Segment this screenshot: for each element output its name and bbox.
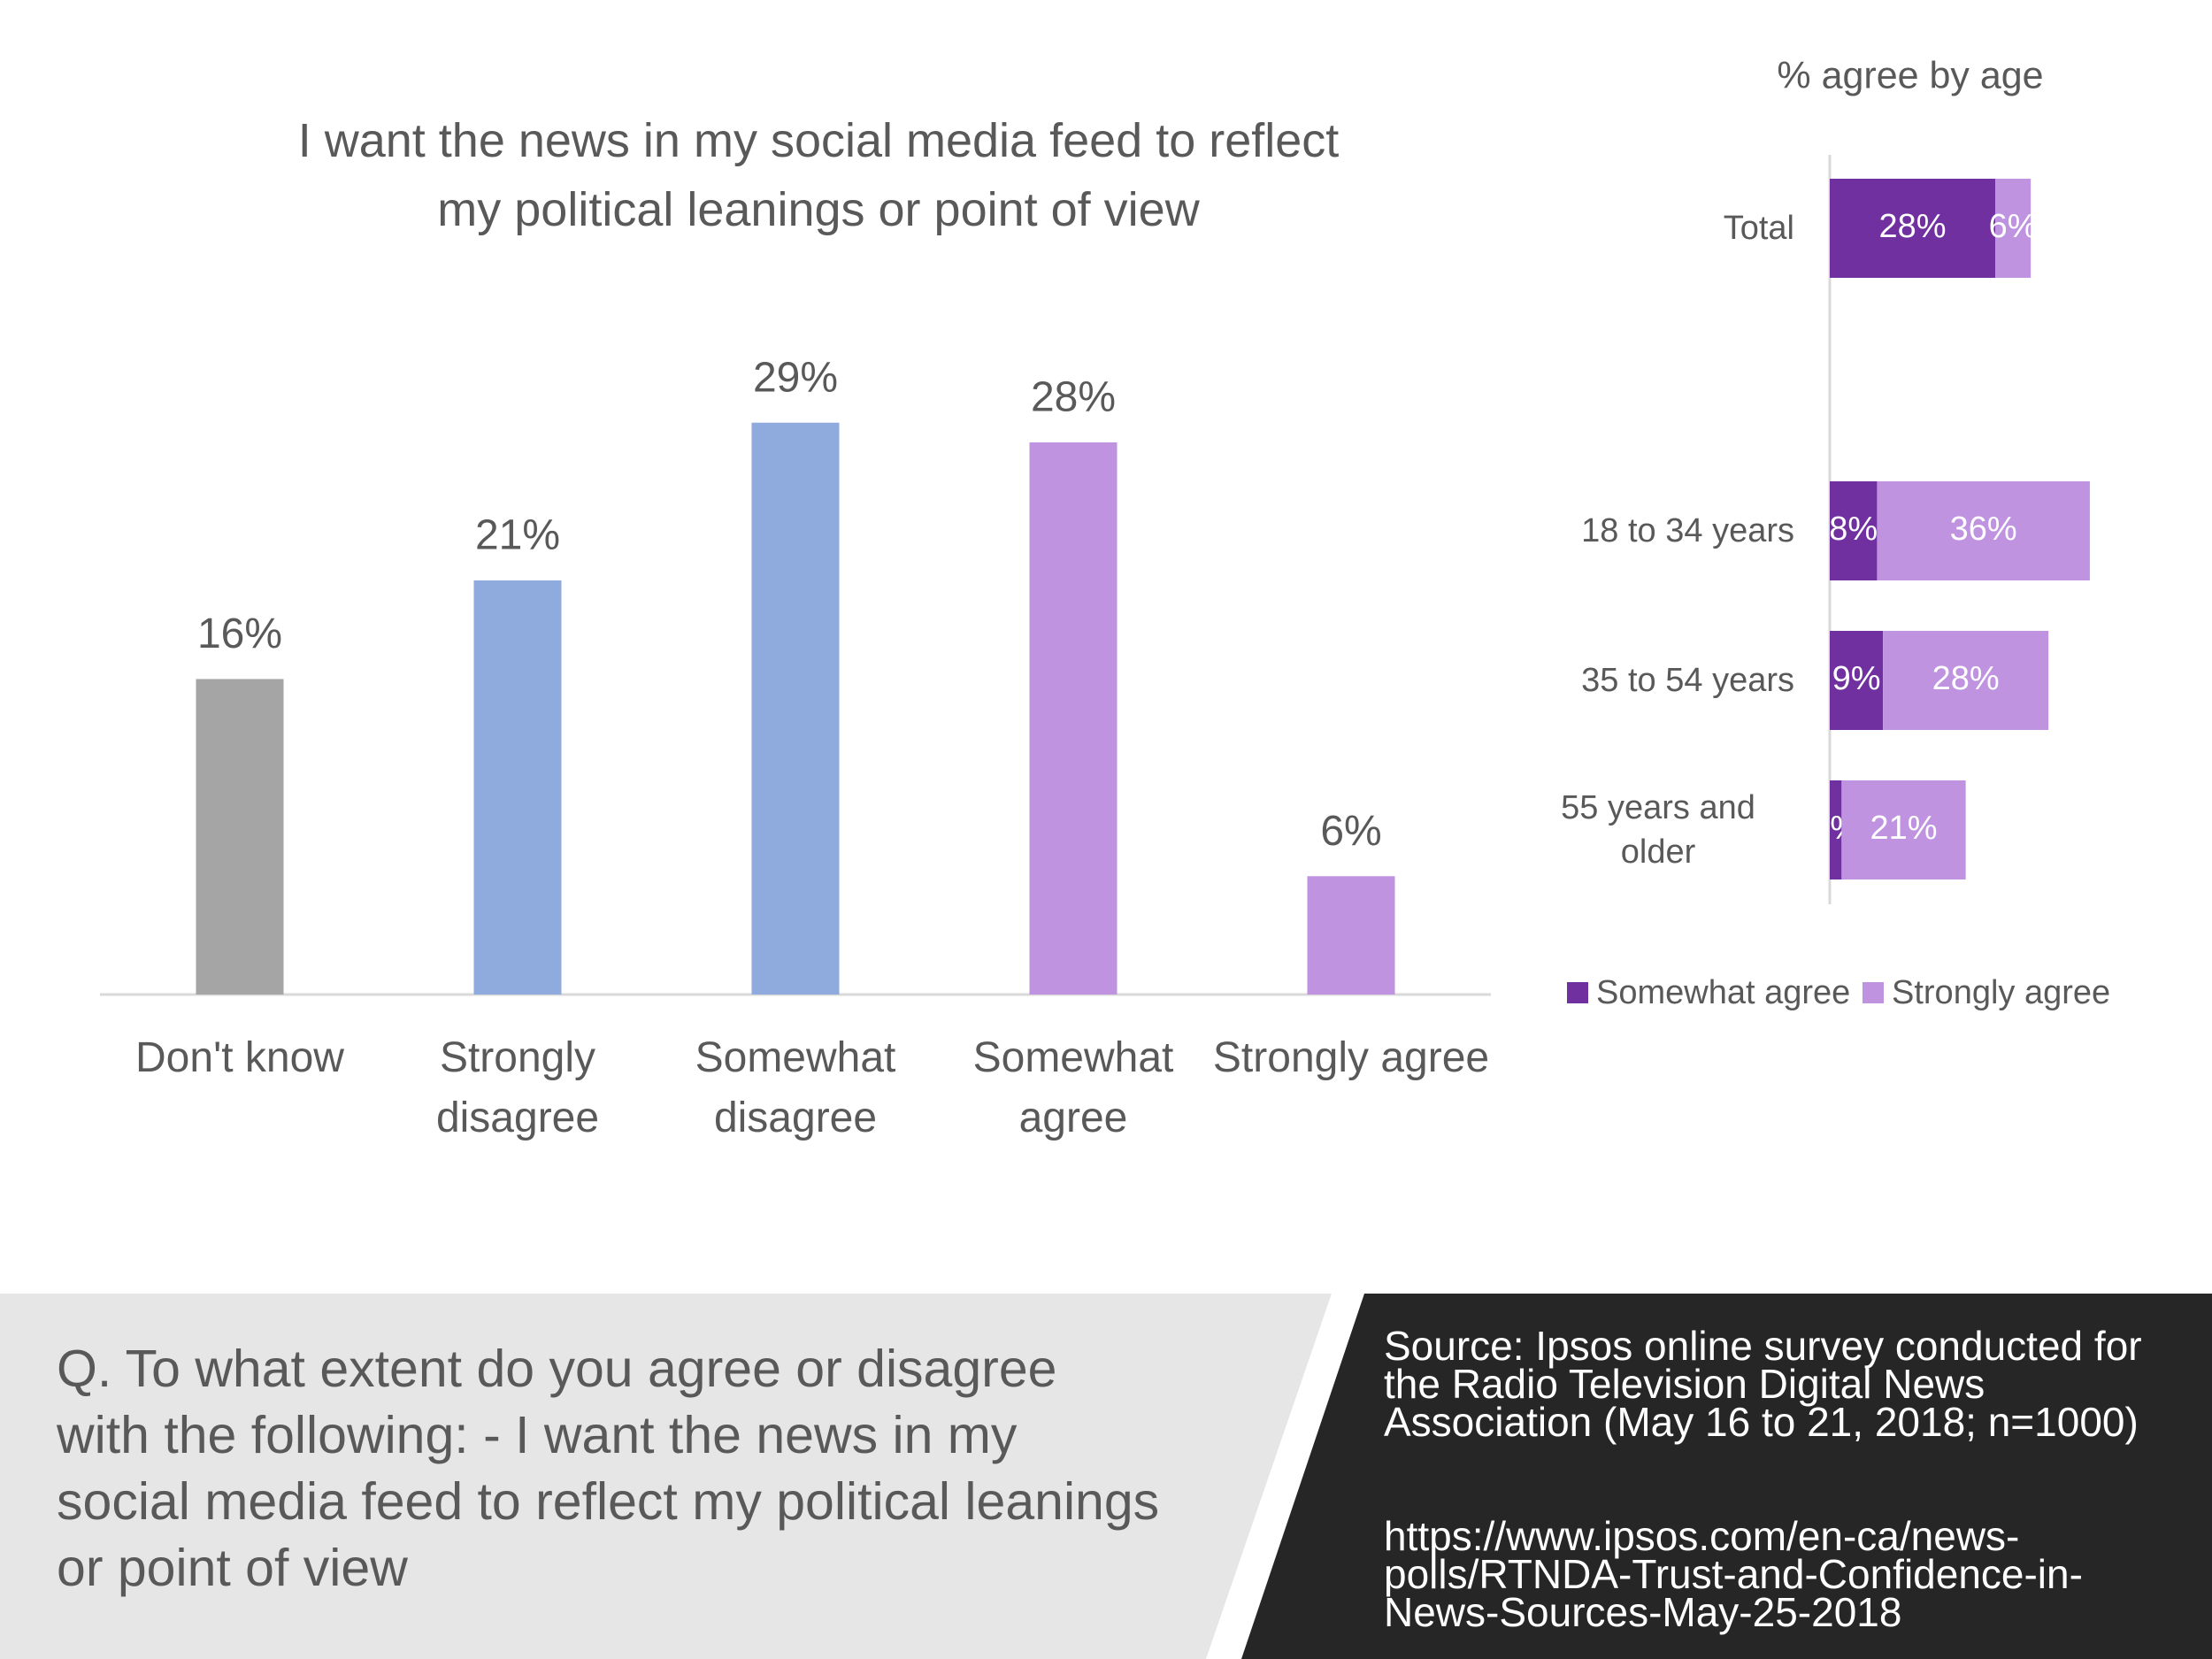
- legend-swatch: [1567, 982, 1588, 1003]
- source-box: Source: Ipsos online survey conducted fo…: [1384, 1327, 2142, 1445]
- chart-subtitle: % agree by age: [1777, 54, 2043, 96]
- segment-label: 28%: [1932, 660, 2000, 697]
- source-panel: [1241, 1294, 2212, 1659]
- segment-label: 8%: [1829, 511, 1878, 548]
- x-tick-label-box: Don't know: [135, 1034, 344, 1081]
- question-panel: [0, 1294, 1332, 1659]
- source: Source: Ipsos online survey conducted fo…: [1384, 1327, 2142, 1445]
- source-url-box: https://www.ipsos.com/en-ca/news-polls/R…: [1384, 1517, 2083, 1635]
- bar-segment: [1830, 481, 1878, 580]
- question-box: Q. To what extent do you agree or disagr…: [57, 1340, 1160, 1597]
- y-tick-label-box: 18 to 34 years: [1581, 512, 1794, 549]
- x-tick-label: Don't know: [135, 1034, 344, 1081]
- bar: [196, 679, 284, 995]
- bar-segment: [1830, 780, 1842, 879]
- bar: [1307, 876, 1395, 995]
- data-label: 16%: [197, 611, 282, 657]
- data-label: 28%: [1031, 374, 1116, 421]
- segment-label: 28%: [1878, 208, 1946, 245]
- chart-title-box: I want the news in my social media feed …: [297, 114, 1340, 236]
- segment-label: 9%: [1832, 660, 1881, 697]
- data-label: 21%: [475, 512, 560, 559]
- segment-label: 21%: [1870, 810, 1937, 847]
- bar-segment: [1995, 179, 2032, 278]
- bar: [751, 422, 840, 995]
- y-tick-label: Total: [1723, 210, 1794, 247]
- x-tick-label: Strongly disagree: [435, 1034, 600, 1141]
- data-label: 29%: [753, 354, 838, 401]
- x-tick-label-box: Somewhat disagree: [695, 1034, 896, 1141]
- segment-label: 36%: [1950, 511, 2017, 548]
- y-tick-label-box: 55 years and older: [1561, 789, 1755, 871]
- bar-segment: [1883, 631, 2049, 730]
- bar-segment: [1877, 481, 2090, 580]
- source-url: https://www.ipsos.com/en-ca/news-polls/R…: [1384, 1517, 2083, 1635]
- y-tick-label: 35 to 54 years: [1581, 662, 1794, 699]
- y-tick-label: 55 years and older: [1561, 789, 1755, 871]
- legend-label: Strongly agree: [1892, 974, 2110, 1011]
- x-tick-label: Somewhat agree: [972, 1034, 1174, 1141]
- segment-label: 6%: [1989, 208, 2038, 245]
- y-tick-label-box: 35 to 54 years: [1581, 662, 1794, 699]
- bar-segment: [1841, 780, 1966, 879]
- legend-swatch: [1863, 982, 1884, 1003]
- y-tick-label-box: Total: [1723, 210, 1794, 247]
- x-tick-label: Somewhat disagree: [695, 1034, 896, 1141]
- chart-title: I want the news in my social media feed …: [297, 114, 1340, 236]
- bar: [1029, 442, 1118, 995]
- bar-segment: [1830, 179, 1996, 278]
- x-tick-label-box: Somewhat agree: [972, 1034, 1174, 1141]
- bar-segment: [1830, 631, 1884, 730]
- x-tick-label-box: Strongly agree: [1212, 1034, 1490, 1081]
- bar: [473, 580, 562, 995]
- y-tick-label: 18 to 34 years: [1581, 512, 1794, 549]
- question: Q. To what extent do you agree or disagr…: [57, 1340, 1160, 1597]
- x-tick-label-box: Strongly disagree: [435, 1034, 600, 1141]
- x-tick-label: Strongly agree: [1212, 1034, 1490, 1081]
- data-label: 6%: [1320, 808, 1381, 855]
- legend-label: Somewhat agree: [1596, 974, 1850, 1011]
